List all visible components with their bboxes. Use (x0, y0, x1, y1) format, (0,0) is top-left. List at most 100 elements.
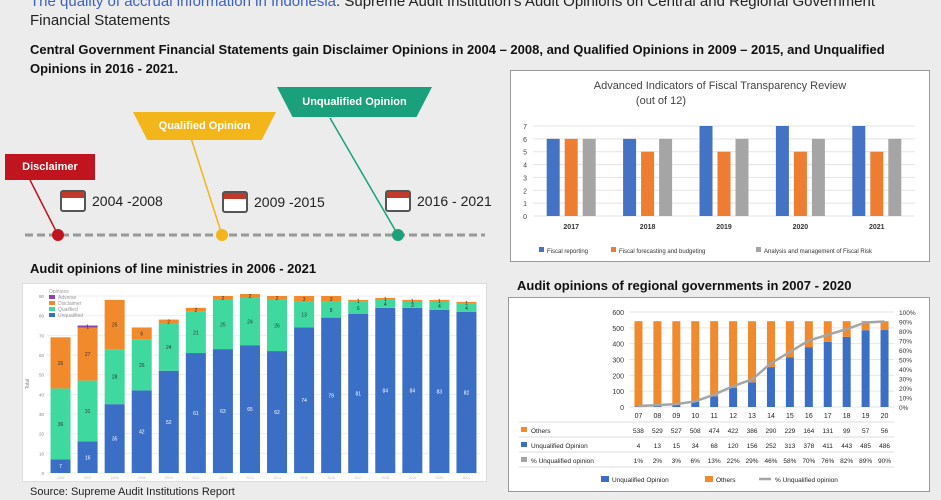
regional-legend-label: % Unqualified opinion (775, 477, 838, 484)
ministries-xtick: 2007 (84, 476, 92, 480)
period-2: 2009 -2015 (222, 191, 325, 213)
ministries-bar-segment (375, 299, 396, 308)
fiscal-chart-title-line1: Advanced Indicators of Fiscal Transparen… (594, 80, 847, 92)
regional-bar-others (729, 321, 738, 388)
ministries-ytick: 20 (39, 432, 45, 437)
ministries-bar-segment (239, 345, 260, 473)
regional-ytick: 500 (612, 326, 624, 333)
ministries-bar-segment (321, 317, 342, 473)
regional-table-cell-percent: 13% (708, 458, 721, 465)
ministries-data-label: 4 (438, 304, 441, 310)
fiscal-chart-title-line2: (out of 12) (636, 95, 686, 107)
regional-ytick: 600 (612, 310, 624, 317)
ministries-data-label: 7 (59, 464, 62, 470)
ministries-data-label: 4 (384, 302, 387, 308)
regional-percent-line (638, 320, 885, 408)
regional-table-cell-unqualified: 378 (803, 443, 814, 450)
regional-panel: 0 100 200 300 400 500 600 0% 10% 20% 30% 40% 50% 60% 7… (508, 297, 930, 492)
regional-table-cell-percent: 29% (746, 458, 759, 465)
ministries-bar-segment (294, 296, 315, 302)
ministries-data-label: 36 (58, 422, 64, 428)
regional-bar-unqualified (880, 330, 889, 407)
regional-y2tick: 30% (899, 377, 912, 384)
regional-xtick: 19 (862, 413, 870, 420)
ministries-data-label: 79 (328, 393, 334, 399)
regional-table-cell-unqualified: 156 (747, 443, 758, 450)
ministries-bar-segment (77, 441, 98, 473)
regional-xtick: 18 (843, 413, 851, 420)
regional-y2tick: 100% (899, 310, 916, 317)
period-3: 2016 - 2021 (385, 190, 492, 212)
regional-bar-others (804, 321, 813, 348)
regional-bar-others (880, 321, 889, 331)
ministries-legend-swatch (49, 307, 55, 311)
ministries-ylabel: Total (25, 379, 31, 390)
ministries-data-label: 2 (194, 308, 197, 314)
ministries-bar-segment (158, 319, 179, 324)
ministries-xtick: 2008 (111, 476, 119, 480)
ministries-xtick: 2020 (436, 476, 444, 480)
regional-table-cell-others: 386 (747, 428, 758, 435)
page-title-rest: : Supreme Audit Institution's Audit Opin… (30, 0, 876, 29)
regional-bar-others (861, 321, 870, 331)
ministries-data-label: 21 (193, 330, 199, 336)
regional-bar-unqualified (748, 382, 757, 407)
regional-bar-unqualified (729, 388, 738, 407)
regional-table-row-label: Others (531, 428, 551, 435)
ministries-legend-label: Qualified (58, 307, 78, 313)
fiscal-bar (775, 126, 789, 216)
ministries-data-label: 65 (247, 407, 253, 413)
ministries-data-label: 61 (193, 411, 199, 417)
calendar-icon (385, 190, 411, 212)
ministries-bar-segment (239, 297, 260, 346)
ministries-legend-label: Disclaimer (58, 301, 82, 307)
ministries-panel: 0 10 20 30 40 50 60 70 80 90 Total 7 36 26 2006 16 31 27 1… (22, 283, 487, 482)
page-title-highlight: The quality of accrual information in In… (30, 0, 337, 10)
regional-table-cell-percent: 6% (691, 458, 701, 465)
regional-y2tick: 60% (899, 348, 912, 355)
ministries-bar-segment (185, 311, 206, 354)
fiscal-bar (546, 138, 560, 216)
regional-bar-others (653, 321, 662, 405)
regional-table-cell-unqualified: 411 (823, 443, 834, 450)
regional-bar-unqualified (634, 406, 643, 407)
regional-table-cell-percent: 22% (727, 458, 740, 465)
flag-qualified: Qualified Opinion (133, 112, 276, 140)
ministries-bar-segment (294, 301, 315, 328)
ministries-bar-segment (185, 353, 206, 473)
ministries-data-label: 28 (112, 375, 118, 381)
fiscal-bar (888, 138, 902, 216)
ministries-data-label: 13 (301, 313, 307, 319)
timeline-dot-unqualified (392, 229, 404, 241)
timeline-graphic (25, 117, 485, 241)
regional-bar-unqualified (710, 396, 719, 407)
ministries-bar-segment (185, 307, 206, 312)
regional-legend-swatch (601, 476, 609, 482)
regional-table-cell-others: 229 (784, 428, 795, 435)
regional-y2tick: 0% (899, 405, 909, 412)
ministries-bar-segment (50, 337, 71, 389)
fiscal-xtick: 2017 (563, 224, 579, 231)
regional-table-cell-unqualified: 120 (728, 443, 739, 450)
ministries-bar-segment (348, 299, 369, 302)
ministries-bar-segment (212, 296, 233, 300)
regional-xtick: 16 (805, 413, 813, 420)
ministries-xtick: 2016 (327, 476, 335, 480)
regional-table-cell-percent: 89% (859, 458, 872, 465)
regional-y2tick: 10% (899, 396, 912, 403)
ministries-bar-segment (267, 299, 288, 352)
ministries-legend-label: Unqualified (58, 313, 83, 319)
regional-table-cell-unqualified: 486 (879, 443, 890, 450)
ministries-data-label: 6 (357, 306, 360, 312)
ministries-bar-segment (239, 294, 260, 298)
regional-table-cell-percent: 70% (802, 458, 815, 465)
regional-bar-others (710, 321, 719, 397)
regional-xtick: 20 (881, 413, 889, 420)
ministries-data-label: 31 (85, 409, 91, 415)
ministries-data-label: 2 (276, 296, 279, 302)
fiscal-legend-swatch (611, 247, 616, 252)
regional-table-cell-others: 290 (766, 428, 777, 435)
regional-table-swatch (521, 457, 527, 462)
ministries-bar-segment (348, 313, 369, 473)
ministries-bar-segment (429, 299, 450, 302)
